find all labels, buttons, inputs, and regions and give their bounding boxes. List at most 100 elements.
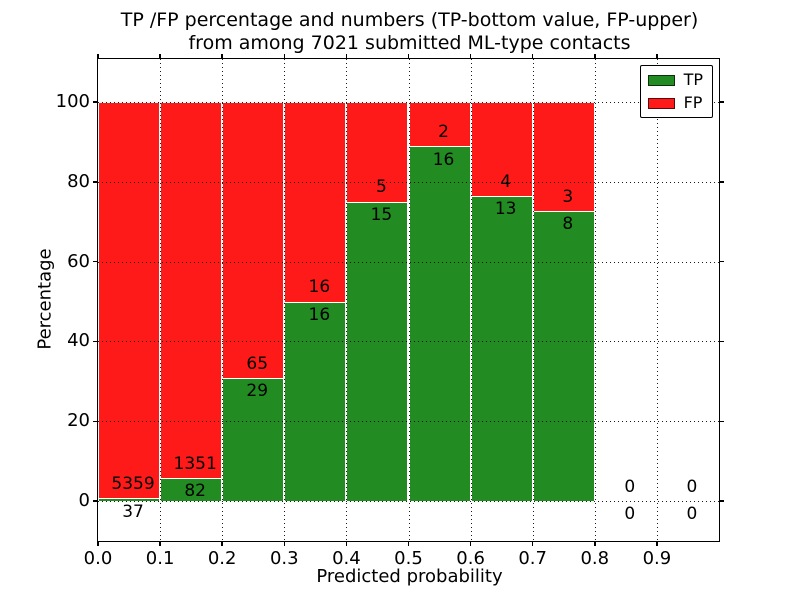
y-tick bbox=[719, 101, 724, 103]
legend-label-tp: TP bbox=[683, 70, 703, 89]
fp-count-label: 5359 bbox=[111, 473, 155, 494]
x-tick-label: 0.7 bbox=[518, 548, 547, 569]
tp-count-label: 29 bbox=[246, 381, 269, 402]
y-tick bbox=[719, 181, 724, 183]
x-tick bbox=[221, 54, 223, 59]
x-tick bbox=[531, 54, 534, 59]
fp-count-label: 5 bbox=[376, 177, 387, 198]
y-tick bbox=[719, 340, 724, 343]
bar-segment-tp bbox=[408, 146, 471, 502]
bar-segment-fp bbox=[532, 102, 595, 211]
bar-segment-fp bbox=[222, 102, 285, 378]
x-tick bbox=[469, 541, 472, 546]
fp-count-label: 0 bbox=[624, 476, 636, 497]
tp-count-label: 16 bbox=[432, 149, 455, 170]
y-tick bbox=[93, 181, 98, 183]
tp-count-label: 15 bbox=[370, 205, 393, 225]
x-tick bbox=[283, 541, 286, 546]
chart-title-line1: TP /FP percentage and numbers (TP-bottom… bbox=[120, 9, 699, 31]
y-tick bbox=[719, 260, 724, 263]
tp-count-label: 0 bbox=[686, 504, 698, 525]
v-gridline bbox=[408, 59, 410, 541]
y-tick bbox=[93, 420, 98, 423]
y-tick bbox=[93, 101, 98, 103]
v-gridline bbox=[346, 59, 348, 541]
fp-count-label: 2 bbox=[438, 122, 449, 143]
bar-segment-tp bbox=[98, 498, 161, 502]
x-tick-label: 0.0 bbox=[83, 548, 113, 569]
fp-color-swatch bbox=[647, 97, 675, 109]
bar-segment-tp bbox=[284, 301, 347, 502]
bar-segment-fp bbox=[346, 102, 409, 202]
v-gridline bbox=[532, 59, 534, 541]
legend: TP FP bbox=[639, 65, 713, 118]
fp-count-label: 1351 bbox=[173, 453, 217, 474]
legend-entry-fp: FP bbox=[647, 93, 703, 112]
fp-count-label: 4 bbox=[500, 171, 512, 192]
x-tick-label: 0.5 bbox=[394, 548, 423, 569]
tp-count-label: 13 bbox=[494, 199, 517, 220]
x-tick bbox=[159, 541, 161, 546]
chart-title: TP /FP percentage and numbers (TP-bottom… bbox=[99, 9, 720, 55]
tp-count-label: 16 bbox=[308, 304, 331, 325]
bar-segment-tp bbox=[222, 378, 285, 502]
x-tick-label: 0.2 bbox=[207, 548, 237, 569]
x-tick bbox=[656, 54, 658, 59]
y-tick-label: 80 bbox=[67, 170, 90, 192]
y-tick bbox=[93, 340, 98, 343]
x-tick bbox=[594, 541, 596, 546]
bar-segment-tp bbox=[532, 210, 595, 502]
v-gridline bbox=[222, 59, 224, 541]
v-gridline bbox=[160, 59, 162, 541]
v-gridline bbox=[594, 59, 596, 541]
plot-area: TP FP 0 20 40 60 80 100 0.0 0.1 0.2 0.3 0.4 0.5 0.6 0… bbox=[56, 54, 724, 569]
x-tick bbox=[97, 541, 99, 546]
y-tick bbox=[93, 500, 98, 502]
tp-count-label: 0 bbox=[624, 504, 636, 525]
y-tick-label: 60 bbox=[67, 250, 90, 272]
fp-count-label: 65 bbox=[246, 353, 269, 374]
legend-entry-tp: TP bbox=[647, 70, 703, 89]
bar-segment-fp bbox=[284, 102, 347, 302]
y-tick bbox=[93, 260, 98, 263]
tp-color-swatch bbox=[647, 74, 675, 86]
y-tick bbox=[719, 500, 724, 502]
x-tick bbox=[469, 54, 472, 59]
fp-count-label: 0 bbox=[686, 476, 698, 497]
tp-count-label: 82 bbox=[184, 481, 206, 502]
x-tick bbox=[345, 541, 348, 546]
x-tick-label: 0.8 bbox=[580, 548, 610, 569]
x-tick bbox=[97, 54, 99, 59]
x-tick bbox=[594, 54, 596, 59]
x-tick bbox=[407, 54, 410, 59]
y-tick bbox=[719, 420, 724, 423]
fp-count-label: 16 bbox=[308, 277, 331, 298]
tp-count-label: 37 bbox=[122, 501, 144, 522]
x-tick bbox=[531, 541, 534, 546]
x-tick bbox=[221, 541, 223, 546]
fp-count-label: 3 bbox=[562, 186, 574, 207]
y-tick-label: 100 bbox=[55, 91, 90, 113]
v-gridline bbox=[470, 59, 472, 541]
x-tick bbox=[345, 54, 348, 59]
x-tick-label: 0.6 bbox=[456, 548, 485, 569]
v-gridline bbox=[656, 59, 658, 541]
x-tick-label: 0.3 bbox=[269, 548, 299, 569]
legend-label-fp: FP bbox=[683, 93, 703, 112]
tp-count-label: 8 bbox=[562, 214, 574, 235]
bar-segment-fp bbox=[160, 102, 223, 479]
x-tick-label: 0.4 bbox=[332, 548, 361, 569]
x-tick bbox=[159, 54, 161, 59]
x-tick bbox=[283, 54, 286, 59]
y-tick-label: 40 bbox=[67, 330, 90, 352]
y-tick-label: 20 bbox=[67, 410, 90, 432]
x-axis-label: Predicted probability bbox=[316, 566, 503, 587]
x-tick bbox=[407, 541, 410, 546]
x-tick-label: 0.9 bbox=[642, 548, 672, 569]
v-gridline bbox=[284, 59, 286, 541]
bar-segment-tp bbox=[470, 195, 533, 502]
y-tick-label: 0 bbox=[78, 490, 90, 512]
bar-segment-fp bbox=[98, 102, 161, 499]
x-tick-label: 0.1 bbox=[145, 548, 175, 569]
